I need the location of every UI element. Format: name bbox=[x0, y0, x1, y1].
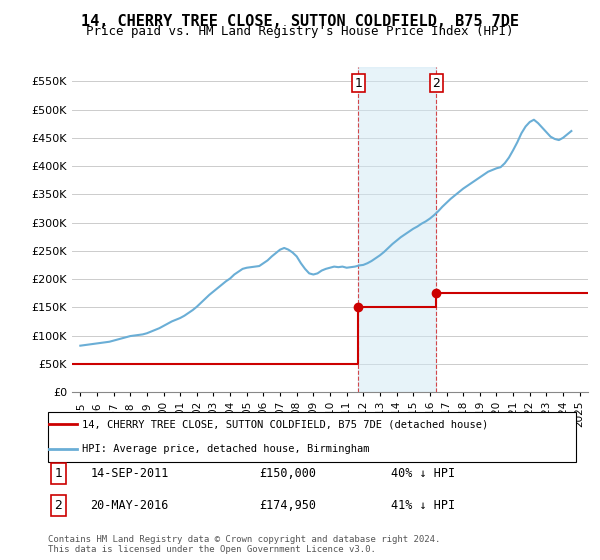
Text: 2: 2 bbox=[432, 77, 440, 90]
Text: 40% ↓ HPI: 40% ↓ HPI bbox=[391, 467, 455, 480]
Text: 1: 1 bbox=[55, 467, 62, 480]
Text: 2: 2 bbox=[55, 499, 62, 512]
Text: 14-SEP-2011: 14-SEP-2011 bbox=[90, 467, 169, 480]
FancyBboxPatch shape bbox=[48, 412, 576, 462]
Text: 41% ↓ HPI: 41% ↓ HPI bbox=[391, 499, 455, 512]
Text: 14, CHERRY TREE CLOSE, SUTTON COLDFIELD, B75 7DE: 14, CHERRY TREE CLOSE, SUTTON COLDFIELD,… bbox=[81, 14, 519, 29]
Bar bbox=[358, 67, 436, 392]
Text: Contains HM Land Registry data © Crown copyright and database right 2024.
This d: Contains HM Land Registry data © Crown c… bbox=[48, 535, 440, 554]
Text: 14, CHERRY TREE CLOSE, SUTTON COLDFIELD, B75 7DE (detached house): 14, CHERRY TREE CLOSE, SUTTON COLDFIELD,… bbox=[82, 419, 488, 429]
Text: £174,950: £174,950 bbox=[259, 499, 316, 512]
Text: 1: 1 bbox=[355, 77, 362, 90]
Text: £150,000: £150,000 bbox=[259, 467, 316, 480]
Text: Price paid vs. HM Land Registry's House Price Index (HPI): Price paid vs. HM Land Registry's House … bbox=[86, 25, 514, 38]
Text: HPI: Average price, detached house, Birmingham: HPI: Average price, detached house, Birm… bbox=[82, 445, 370, 454]
Text: 20-MAY-2016: 20-MAY-2016 bbox=[90, 499, 169, 512]
